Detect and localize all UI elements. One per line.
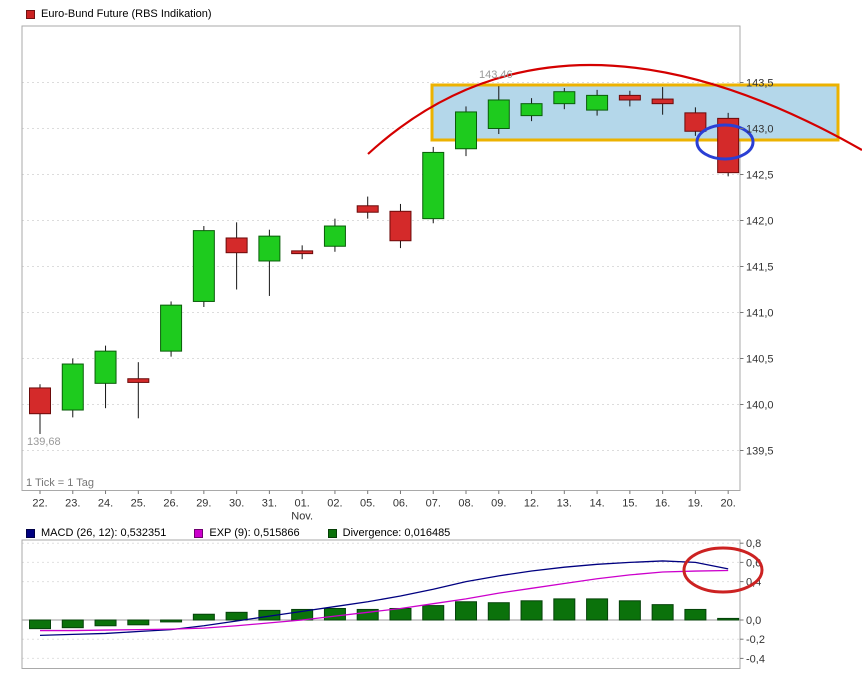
- svg-text:30.: 30.: [229, 498, 244, 510]
- macd-legend-label: MACD (26, 12): 0,532351: [41, 527, 167, 539]
- svg-text:142,0: 142,0: [746, 216, 774, 228]
- macd-swatch-icon: [26, 528, 35, 538]
- macd-histogram: [29, 598, 740, 630]
- svg-text:06.: 06.: [393, 498, 408, 510]
- svg-text:Nov.: Nov.: [291, 511, 313, 523]
- svg-text:22.: 22.: [32, 498, 47, 510]
- svg-text:09.: 09.: [491, 498, 506, 510]
- tick-footnote: 1 Tick = 1 Tag: [26, 477, 94, 489]
- svg-text:143,5: 143,5: [746, 78, 774, 90]
- svg-text:23.: 23.: [65, 498, 80, 510]
- last-candle-ellipse: [695, 123, 755, 161]
- macd-legend: MACD (26, 12): 0,532351 EXP (9): 0,51586…: [26, 527, 450, 539]
- price-annotations: 143,46 139,68 1 Tick = 1 Tag: [26, 69, 513, 489]
- svg-text:142,5: 142,5: [746, 170, 774, 182]
- svg-text:25.: 25.: [131, 498, 146, 510]
- svg-text:31.: 31.: [262, 498, 277, 510]
- divergence-legend-label: Divergence: 0,016485: [342, 527, 451, 539]
- svg-text:140,5: 140,5: [746, 354, 774, 366]
- svg-text:19.: 19.: [688, 498, 703, 510]
- svg-text:-0,2: -0,2: [746, 634, 765, 646]
- chart-title: Euro-Bund Future (RBS Indikation): [41, 8, 212, 20]
- main-y-axis-labels: 143,5 143,0 142,5 142,0 141,5 141,0 140,5 140,0…: [740, 78, 774, 458]
- svg-text:0,8: 0,8: [746, 538, 761, 550]
- trend-arc: [367, 63, 862, 155]
- series-swatch-icon: [26, 9, 35, 19]
- exp-legend-label: EXP (9): 0,515866: [209, 527, 300, 539]
- svg-text:0,0: 0,0: [746, 615, 761, 627]
- svg-text:13.: 13.: [557, 498, 572, 510]
- legend-item-macd: MACD (26, 12): 0,532351: [26, 527, 166, 539]
- signal-line: [40, 569, 729, 632]
- svg-text:20.: 20.: [721, 498, 736, 510]
- exp-swatch-icon: [194, 528, 204, 538]
- svg-text:14.: 14.: [589, 498, 604, 510]
- svg-text:12.: 12.: [524, 498, 539, 510]
- svg-text:05.: 05.: [360, 498, 375, 510]
- svg-text:-0,4: -0,4: [746, 653, 765, 665]
- svg-text:07.: 07.: [426, 498, 441, 510]
- main-grid: [21, 25, 741, 491]
- legend-item-exp: EXP (9): 0,515866: [194, 527, 300, 539]
- svg-text:15.: 15.: [622, 498, 637, 510]
- svg-text:139,68: 139,68: [27, 436, 61, 448]
- svg-text:29.: 29.: [196, 498, 211, 510]
- macd-crossover-ellipse: [682, 546, 764, 594]
- main-x-axis-labels: 22. 23. 24. 25. 26. 29. 30. 31. 01. 02. 05. 06. 07. 0…: [32, 490, 736, 523]
- svg-text:24.: 24.: [98, 498, 113, 510]
- macd-line: [39, 560, 729, 637]
- svg-text:01.: 01.: [295, 498, 310, 510]
- svg-text:141,5: 141,5: [746, 262, 774, 274]
- svg-text:08.: 08.: [458, 498, 473, 510]
- svg-text:143,0: 143,0: [746, 124, 774, 136]
- svg-text:139,5: 139,5: [746, 446, 774, 458]
- svg-text:26.: 26.: [163, 498, 178, 510]
- chart-header: Euro-Bund Future (RBS Indikation): [26, 8, 212, 20]
- svg-text:143,46: 143,46: [479, 69, 513, 81]
- svg-text:141,0: 141,0: [746, 308, 774, 320]
- svg-text:16.: 16.: [655, 498, 670, 510]
- legend-item-divergence: Divergence: 0,016485: [327, 527, 451, 539]
- svg-text:02.: 02.: [327, 498, 342, 510]
- svg-text:140,0: 140,0: [746, 400, 774, 412]
- candles: [29, 86, 740, 434]
- divergence-swatch-icon: [327, 528, 337, 538]
